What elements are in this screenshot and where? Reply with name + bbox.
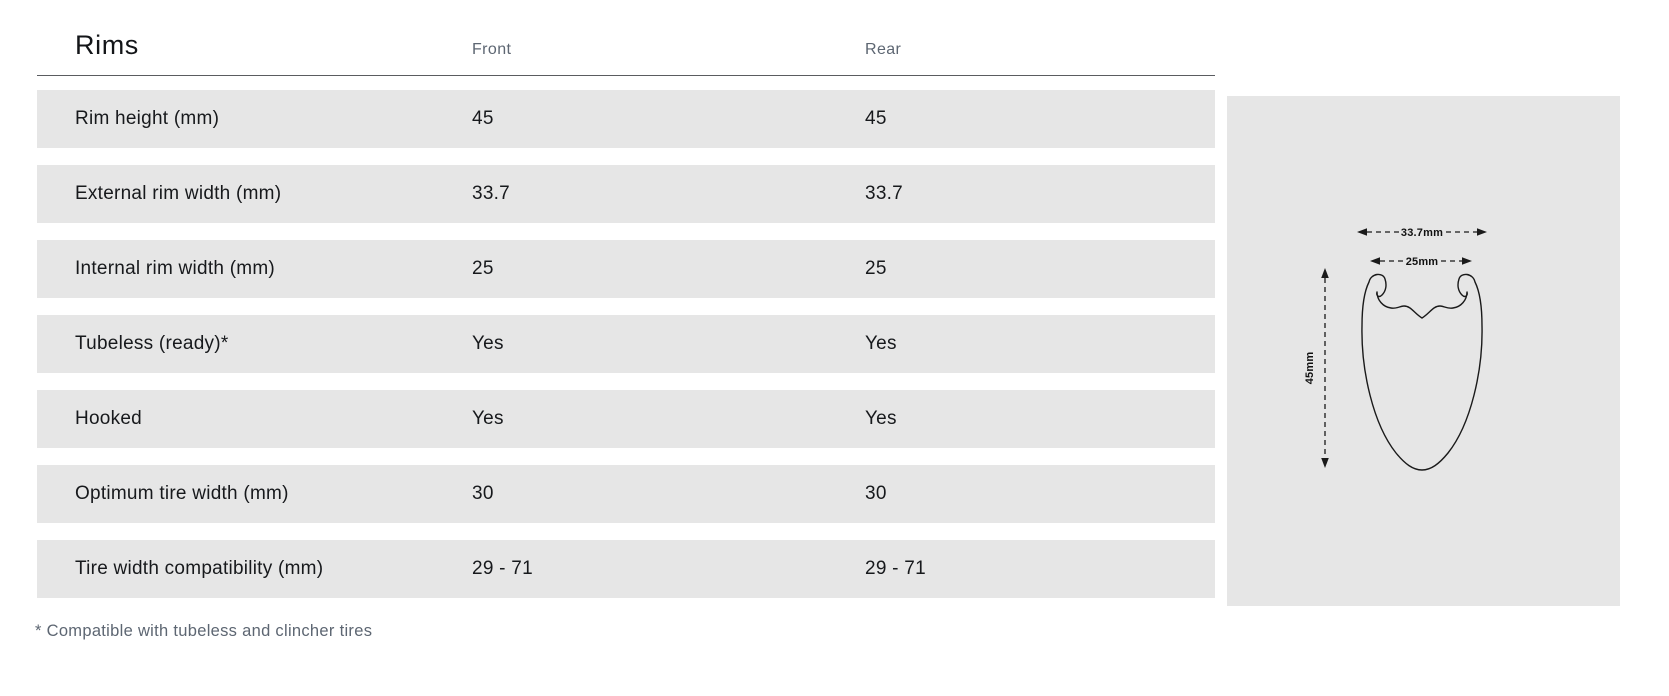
column-header-rear: Rear <box>865 41 902 58</box>
arrow-left-icon <box>1357 228 1367 236</box>
row-value-rear: 29 - 71 <box>865 558 926 580</box>
table-row: Hooked Yes Yes <box>37 390 1215 448</box>
arrow-down-icon <box>1321 458 1329 468</box>
row-label: External rim width (mm) <box>75 183 282 205</box>
row-label: Tire width compatibility (mm) <box>75 558 324 580</box>
arrow-right-icon <box>1462 257 1472 265</box>
table-row: Tire width compatibility (mm) 29 - 71 29… <box>37 540 1215 598</box>
rim-height-label: 45mm <box>1304 352 1316 385</box>
table-title: Rims <box>75 30 139 60</box>
column-header-front: Front <box>472 41 512 58</box>
rim-outline-drawing <box>1361 273 1483 471</box>
row-value-front: 25 <box>472 258 494 280</box>
row-label: Tubeless (ready)* <box>75 333 229 355</box>
external-width-dimension: 33.7mm <box>1357 227 1487 239</box>
internal-width-dimension: 25mm <box>1370 256 1472 268</box>
row-label: Optimum tire width (mm) <box>75 483 289 505</box>
table-body: Rim height (mm) 45 45 External rim width… <box>37 90 1215 598</box>
row-value-rear: Yes <box>865 333 897 355</box>
row-value-front: 45 <box>472 108 494 130</box>
row-value-rear: 33.7 <box>865 183 903 205</box>
table-header: Rims Front Rear <box>37 0 1215 76</box>
rim-height-dimension: 45mm <box>1304 268 1329 468</box>
footnote: * Compatible with tubeless and clincher … <box>35 622 373 640</box>
table-row: Internal rim width (mm) 25 25 <box>37 240 1215 298</box>
row-label: Internal rim width (mm) <box>75 258 275 280</box>
rim-specs-table: Rims Front Rear Rim height (mm) 45 45 Ex… <box>35 0 1215 641</box>
rim-cross-section-diagram: 33.7mm 25mm 45mm <box>1304 227 1487 471</box>
row-label: Rim height (mm) <box>75 108 220 130</box>
table-row: Optimum tire width (mm) 30 30 <box>37 465 1215 523</box>
row-value-rear: 30 <box>865 483 887 505</box>
internal-width-label: 25mm <box>1406 256 1439 268</box>
row-label: Hooked <box>75 408 142 430</box>
row-value-rear: 45 <box>865 108 887 130</box>
table-row: External rim width (mm) 33.7 33.7 <box>37 165 1215 223</box>
row-value-rear: Yes <box>865 408 897 430</box>
arrow-right-icon <box>1477 228 1487 236</box>
table-row: Tubeless (ready)* Yes Yes <box>37 315 1215 373</box>
arrow-up-icon <box>1321 268 1329 278</box>
row-value-front: 29 - 71 <box>472 558 533 580</box>
table-row: Rim height (mm) 45 45 <box>37 90 1215 148</box>
row-value-front: 30 <box>472 483 494 505</box>
row-value-front: 33.7 <box>472 183 510 205</box>
row-value-rear: 25 <box>865 258 887 280</box>
arrow-left-icon <box>1370 257 1380 265</box>
rim-diagram-panel: 33.7mm 25mm 45mm <box>1227 96 1620 606</box>
row-value-front: Yes <box>472 408 504 430</box>
row-value-front: Yes <box>472 333 504 355</box>
external-width-label: 33.7mm <box>1401 227 1443 239</box>
rim-profile-path <box>1361 273 1483 471</box>
